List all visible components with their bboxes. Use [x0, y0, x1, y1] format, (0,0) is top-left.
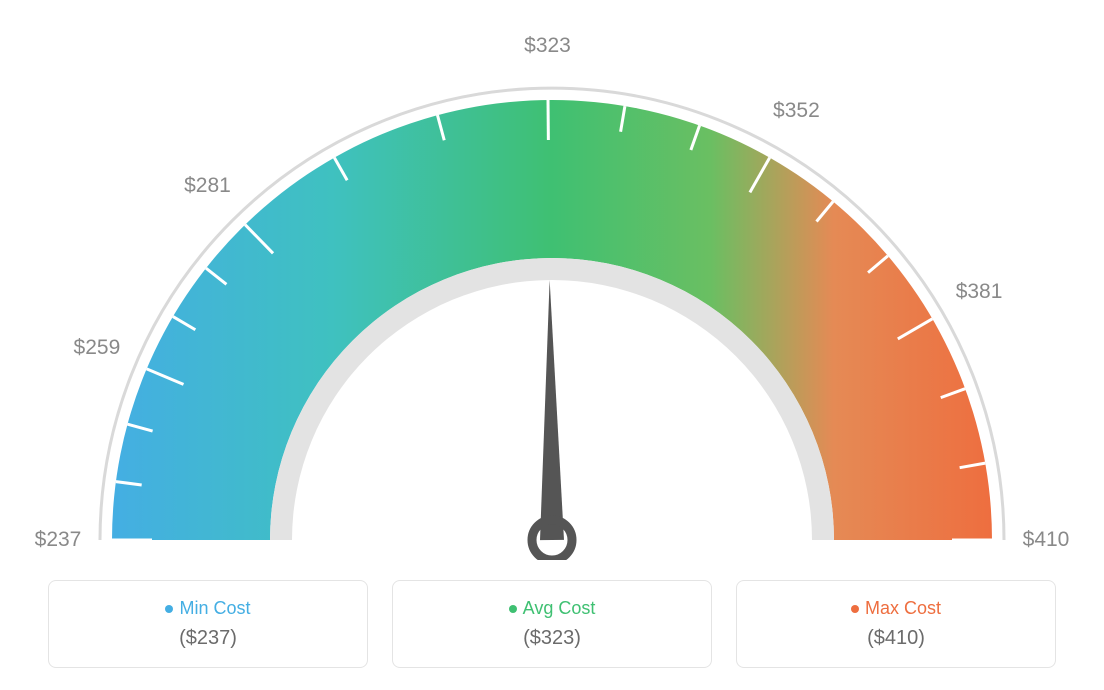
legend-value-max: ($410)	[867, 627, 925, 650]
gauge-tick-label: $410	[1023, 528, 1070, 552]
legend-card-min: Min Cost ($237)	[48, 580, 368, 668]
legend-title-avg: Avg Cost	[523, 598, 596, 619]
legend-card-max: Max Cost ($410)	[736, 580, 1056, 668]
gauge-tick-label: $237	[35, 528, 82, 552]
gauge-needle	[540, 280, 564, 540]
legend-card-avg: Avg Cost ($323)	[392, 580, 712, 668]
cost-gauge: $237 $259 $281 $323 $352 $381 $410	[0, 0, 1104, 560]
legend-dot-min	[165, 605, 173, 613]
gauge-tick-label: $323	[524, 34, 571, 58]
gauge-tick-label: $259	[74, 336, 121, 360]
legend-title-max: Max Cost	[865, 598, 941, 619]
legend-dot-max	[851, 605, 859, 613]
legend-value-avg: ($323)	[523, 627, 581, 650]
legend: Min Cost ($237) Avg Cost ($323) Max Cost…	[0, 580, 1104, 668]
legend-dot-avg	[509, 605, 517, 613]
gauge-tick-label: $281	[184, 174, 231, 198]
legend-title-min: Min Cost	[179, 598, 250, 619]
legend-value-min: ($237)	[179, 627, 237, 650]
gauge-tick-label: $352	[773, 99, 820, 123]
gauge-tick-label: $381	[956, 280, 1003, 304]
gauge-svg	[0, 0, 1104, 560]
